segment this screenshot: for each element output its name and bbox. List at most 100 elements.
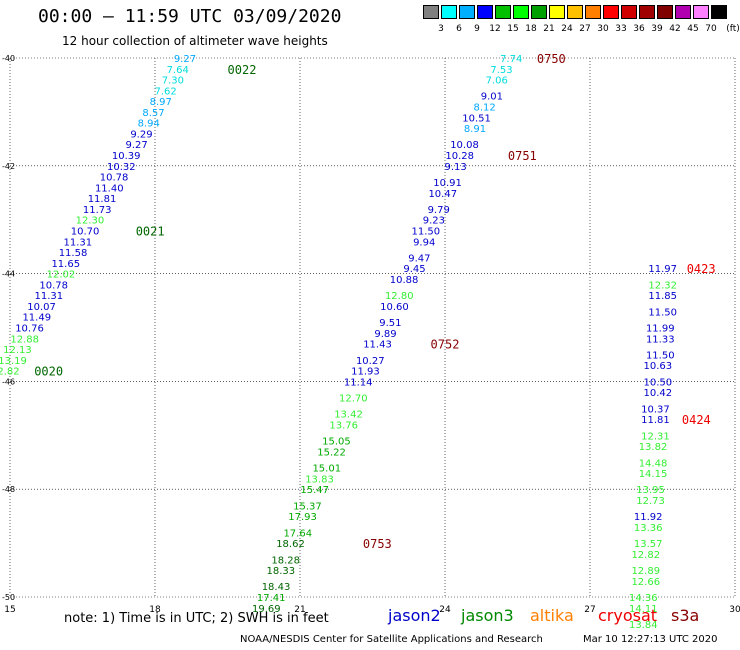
swh-value: 15.01	[312, 464, 341, 475]
swh-value: 11.49	[22, 313, 51, 324]
swh-value: 13.36	[634, 523, 663, 534]
swh-value: 8.91	[464, 124, 486, 135]
swh-value: 14.15	[639, 469, 668, 480]
swh-value: 17.93	[288, 512, 317, 523]
swh-value: 11.14	[344, 377, 373, 388]
swh-value: 9.45	[403, 264, 425, 275]
swh-value: 12.82	[631, 550, 660, 561]
swh-value: 10.39	[112, 151, 141, 162]
swh-value: 7.06	[486, 76, 508, 87]
scale-label: 9	[474, 24, 480, 34]
map-grid	[9, 57, 736, 598]
swh-value: 15.37	[293, 501, 322, 512]
scale-label: 21	[543, 24, 555, 34]
legend-cryosat: cryosat	[598, 606, 658, 625]
y-tick-label: -48	[2, 485, 15, 494]
scale-swatch	[567, 5, 583, 19]
pass-time-label: 0423	[687, 262, 716, 276]
swh-value: 12.70	[339, 394, 368, 405]
swh-value: 10.32	[107, 162, 136, 173]
swh-value: 11.40	[95, 183, 124, 194]
scale-unit: (ft)	[726, 24, 740, 34]
swh-value: 12.13	[3, 345, 32, 356]
swh-value: 10.47	[428, 189, 457, 200]
swh-value: 12.02	[47, 270, 76, 281]
swh-value: 10.51	[462, 113, 491, 124]
swh-value: 9.27	[174, 54, 196, 65]
swh-value: 11.93	[351, 367, 380, 378]
pass-time-label: 0021	[136, 224, 165, 238]
swh-value: 9.47	[408, 253, 430, 264]
swh-value: 7.53	[490, 65, 512, 76]
y-tick-label: -46	[2, 377, 15, 386]
swh-value: 14.48	[639, 458, 668, 469]
swh-value: 10.70	[71, 226, 100, 237]
axis-ticks: 15 18 21 24 27 30 -40 -42 -44 -46 -48 -50	[2, 54, 740, 615]
scale-label: 33	[615, 24, 627, 34]
scale-swatch	[639, 5, 655, 19]
swh-value: 10.91	[433, 178, 462, 189]
swh-value: 7.74	[500, 54, 522, 65]
scale-label: 12	[489, 24, 501, 34]
swh-value: 12.30	[76, 216, 105, 227]
scale-label: 45	[687, 24, 699, 34]
swh-value: 11.97	[648, 264, 677, 275]
swh-value: 10.37	[641, 404, 670, 415]
scale-swatch	[675, 5, 691, 19]
swh-value: 9.94	[413, 237, 435, 248]
scale-swatch	[513, 5, 529, 19]
swh-value: 8.12	[473, 103, 495, 114]
swh-value: 11.92	[634, 512, 663, 523]
time-markers: 0022 0021 0020 0750 0751 0752 0753 0423 0424	[34, 52, 715, 551]
scale-swatch	[531, 5, 547, 19]
swh-value: 10.28	[445, 151, 474, 162]
swh-value: 12.66	[631, 577, 660, 588]
swh-value: 11.31	[35, 291, 64, 302]
swh-value: 11.50	[646, 350, 675, 361]
swh-value: 12.32	[648, 280, 677, 291]
swh-value: 7.64	[167, 65, 189, 76]
swh-value: 13.95	[636, 485, 665, 496]
scale-label: 27	[579, 24, 591, 34]
scale-label: 30	[597, 24, 609, 34]
map-subtitle: 12 hour collection of altimeter wave hei…	[62, 34, 328, 48]
swh-value: 10.07	[27, 302, 56, 313]
x-tick-label: 27	[584, 605, 595, 615]
y-tick-label: -42	[2, 162, 15, 171]
swh-observations: 9.277.647.307.628.978.578.949.299.2710.3…	[0, 54, 677, 631]
legend-s3a: s3a	[671, 606, 700, 625]
scale-label: 18	[525, 24, 537, 34]
scale-label: 6	[456, 24, 462, 34]
pass-time-label: 0020	[34, 365, 63, 379]
swh-value: 12.31	[641, 431, 670, 442]
swh-value: 10.60	[380, 302, 409, 313]
swh-value: 8.97	[150, 97, 172, 108]
swh-value: 18.62	[276, 539, 305, 550]
swh-value: 10.78	[39, 280, 68, 291]
x-tick-label: 24	[439, 605, 451, 615]
scale-swatch	[495, 5, 511, 19]
swh-value: 13.19	[0, 356, 27, 367]
y-tick-label: -40	[2, 54, 15, 63]
pass-time-label: 0750	[537, 52, 566, 66]
swh-value: 12.73	[636, 496, 665, 507]
scale-swatch	[549, 5, 565, 19]
swh-value: 10.78	[100, 173, 129, 184]
swh-value: 17.41	[257, 593, 286, 604]
swh-value: 17.64	[283, 528, 312, 539]
scale-swatch	[603, 5, 619, 19]
swh-value: 11.33	[646, 334, 675, 345]
scale-label: 15	[507, 24, 519, 34]
scale-swatch	[441, 5, 457, 19]
swh-value: 12.80	[385, 291, 414, 302]
swh-value: 13.42	[334, 410, 363, 421]
swh-value: 15.22	[317, 447, 346, 458]
swh-value: 11.58	[59, 248, 88, 259]
swh-value: 12.88	[10, 334, 39, 345]
pass-time-label: 0751	[508, 149, 537, 163]
swh-value: 8.57	[142, 108, 164, 119]
swh-value: 12.89	[631, 566, 660, 577]
scale-label: 36	[633, 24, 645, 34]
swh-value: 9.29	[130, 129, 152, 140]
x-tick-label: 30	[729, 605, 740, 615]
